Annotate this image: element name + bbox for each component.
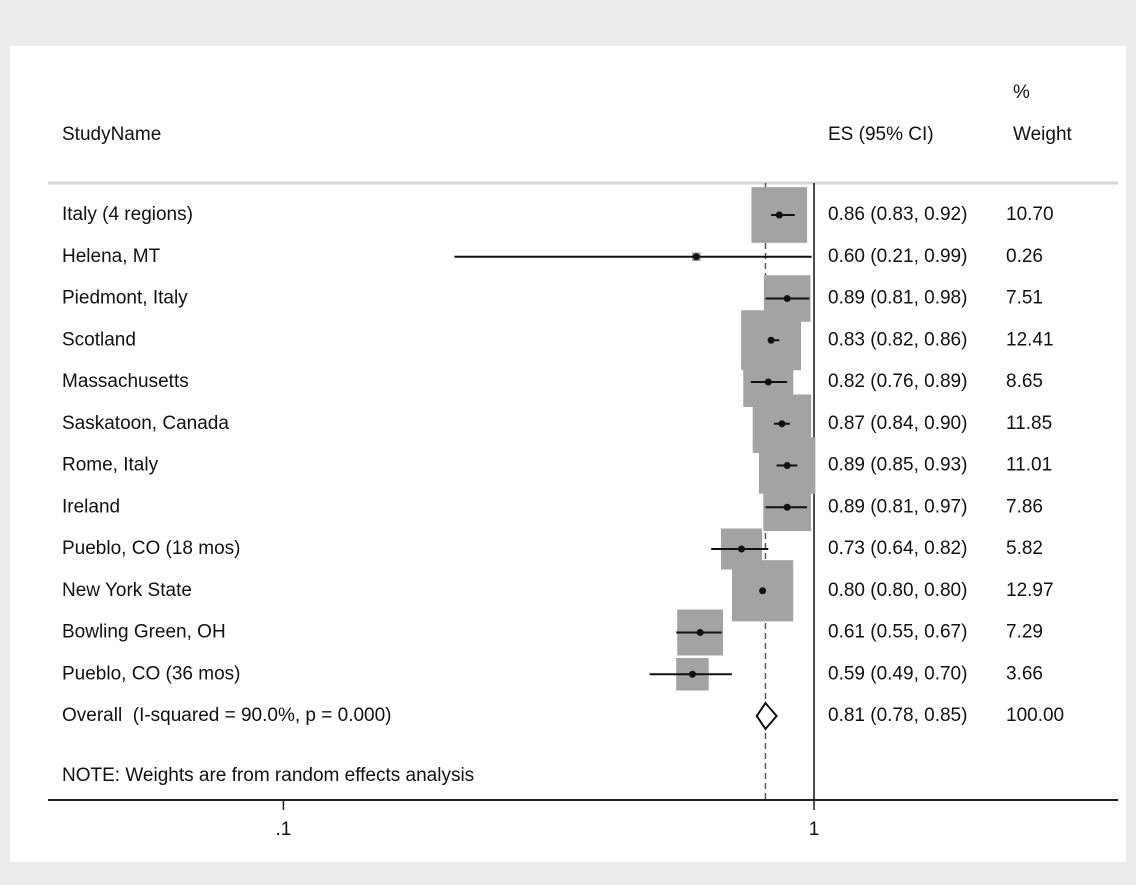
study-label: Scotland: [62, 329, 136, 350]
es-label: 0.81 (0.78, 0.85): [828, 705, 967, 726]
weight-label: 100.00: [1006, 705, 1064, 726]
weight-label: 7.29: [1006, 622, 1043, 643]
point-estimate: [775, 211, 783, 219]
study-label: Italy (4 regions): [62, 204, 193, 225]
es-label: 0.60 (0.21, 0.99): [828, 246, 967, 267]
study-label: Bowling Green, OH: [62, 622, 226, 643]
study-label: Piedmont, Italy: [62, 288, 188, 309]
overall-diamond: [755, 701, 778, 731]
point-estimate: [738, 545, 746, 553]
study-label: Massachusetts: [62, 371, 189, 392]
weight-label: 0.26: [1006, 246, 1043, 267]
es-label: 0.89 (0.81, 0.97): [828, 496, 967, 517]
point-estimate: [692, 253, 700, 261]
weight-label: 12.97: [1006, 580, 1054, 601]
study-label: Pueblo, CO (18 mos): [62, 538, 240, 559]
column-header: ES (95% CI): [828, 124, 934, 145]
weight-label: 5.82: [1006, 538, 1043, 559]
column-header: Weight: [1013, 124, 1073, 145]
point-estimate: [764, 378, 772, 386]
point-estimate: [783, 462, 791, 469]
note: NOTE: Weights are from random effects an…: [62, 765, 474, 786]
es-label: 0.82 (0.76, 0.89): [828, 371, 967, 392]
weight-label: 8.65: [1006, 371, 1043, 392]
es-label: 0.83 (0.82, 0.86): [828, 329, 967, 350]
weight-label: 7.51: [1006, 288, 1043, 309]
weight-label: 12.41: [1006, 329, 1054, 350]
es-label: 0.87 (0.84, 0.90): [828, 413, 967, 434]
study-label: New York State: [62, 580, 192, 601]
es-label: 0.89 (0.81, 0.98): [828, 288, 967, 309]
study-label: Ireland: [62, 496, 120, 517]
weight-label: 11.85: [1006, 413, 1052, 434]
weight-label: 3.66: [1006, 663, 1043, 684]
column-header: StudyName: [62, 124, 161, 145]
column-header: %: [1013, 82, 1030, 103]
es-label: 0.59 (0.49, 0.70): [828, 663, 967, 684]
x-tick-label: 1: [809, 819, 820, 840]
es-label: 0.80 (0.80, 0.80): [828, 580, 967, 601]
weight-label: 10.70: [1006, 204, 1054, 225]
point-estimate: [778, 420, 786, 428]
point-estimate: [783, 295, 791, 302]
point-estimate: [767, 336, 775, 344]
es-label: 0.86 (0.83, 0.92): [828, 204, 967, 225]
weight-label: 7.86: [1006, 496, 1043, 517]
study-label: Saskatoon, Canada: [62, 413, 229, 434]
point-estimate: [688, 670, 696, 678]
point-estimate: [696, 629, 704, 636]
es-label: 0.73 (0.64, 0.82): [828, 538, 967, 559]
point-estimate: [759, 587, 767, 595]
study-label: Helena, MT: [62, 246, 161, 267]
es-label: 0.61 (0.55, 0.67): [828, 622, 967, 643]
study-label: Rome, Italy: [62, 455, 159, 476]
x-tick-label: .1: [275, 819, 291, 840]
es-label: 0.89 (0.85, 0.93): [828, 455, 967, 476]
weight-label: 11.01: [1006, 455, 1052, 476]
point-estimate: [783, 503, 791, 511]
overall-label: Overall (I-squared = 90.0%, p = 0.000): [62, 705, 392, 726]
study-label: Pueblo, CO (36 mos): [62, 663, 240, 684]
